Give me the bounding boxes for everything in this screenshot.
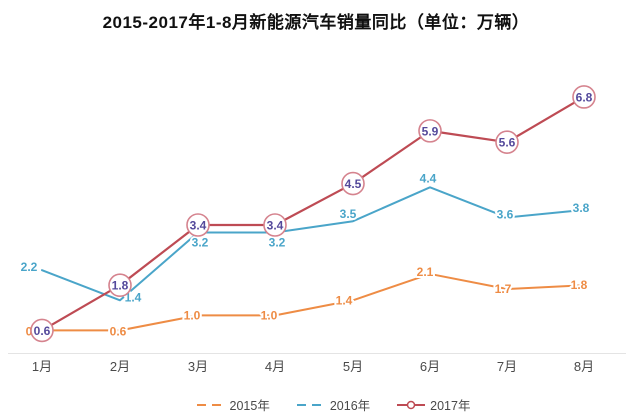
data-label-2016: 2.2 [21, 260, 38, 274]
data-label-2016: 3.5 [340, 207, 357, 221]
data-label-2016: 3.8 [573, 201, 590, 215]
data-point-2017[interactable] [263, 213, 287, 237]
legend: 2015年 2016年 2017年 [0, 395, 632, 414]
data-label-2017: 0.6 [34, 324, 51, 338]
data-label-2015: 1.0 [261, 308, 278, 322]
data-point-2017[interactable] [186, 213, 210, 237]
data-label-2016: 3.2 [269, 236, 286, 250]
x-axis-label: 8月 [574, 359, 594, 374]
x-axis-label: 1月 [32, 359, 52, 374]
legend-label-2015: 2015年 [229, 399, 270, 413]
data-point-2017[interactable] [108, 273, 132, 298]
x-axis-label: 5月 [343, 359, 363, 374]
data-point-2017[interactable] [418, 119, 442, 143]
data-label-2016: 3.2 [192, 236, 209, 250]
legend-marker-dashed-icon [296, 403, 325, 406]
legend-item-2015[interactable]: 2015年 [196, 395, 270, 414]
data-label-2017: 5.6 [499, 136, 516, 150]
series-line-2016 [41, 186, 585, 302]
legend-item-2017[interactable]: 2017年 [396, 395, 470, 414]
data-label-2015: 1.4 [336, 293, 353, 307]
data-point-2017[interactable] [495, 130, 519, 154]
data-label-2017: 1.8 [112, 279, 129, 293]
data-label-2015: 1.7 [495, 282, 512, 296]
x-axis-label: 4月 [265, 359, 285, 374]
data-label-2017: 3.4 [267, 218, 284, 232]
series-line-2015 [41, 272, 585, 332]
data-label-2015: 1.8 [571, 278, 588, 292]
chart-title: 2015-2017年1-8月新能源汽车销量同比（单位：万辆） [102, 13, 530, 32]
data-label-2015: 2.1 [417, 265, 434, 279]
data-label-2017: 3.4 [190, 218, 207, 232]
data-label-2015: 1.0 [184, 308, 201, 322]
line-chart-plot-area: 1月 2月 3月 4月 5月 6月 7月 8月 0.6 0.6 1.0 1.0 1.4 2.1 1.7 1.8… [8, 85, 626, 374]
x-axis-label: 7月 [497, 359, 517, 374]
series-line-2017 [40, 95, 586, 332]
x-axis-label: 3月 [188, 359, 208, 374]
data-point-2017[interactable] [572, 85, 596, 109]
legend-label-2017: 2017年 [430, 399, 471, 413]
legend-marker-dashed-icon [196, 403, 225, 406]
data-point-2017[interactable] [341, 171, 365, 196]
data-label-2017: 4.5 [345, 177, 362, 191]
legend-label-2016: 2016年 [329, 399, 371, 413]
x-axis-label: 6月 [420, 359, 440, 374]
legend-item-2016[interactable]: 2016年 [296, 395, 370, 414]
data-label-2016: 3.6 [497, 207, 514, 221]
data-point-2017[interactable] [30, 318, 54, 343]
data-label-2017: 6.8 [576, 90, 593, 104]
data-label-2017: 5.9 [422, 124, 439, 138]
legend-marker-line-circle-icon [397, 400, 426, 409]
data-label-2015: 0.6 [110, 324, 127, 338]
x-axis-label: 2月 [110, 359, 130, 374]
data-label-2016: 4.4 [420, 171, 437, 185]
